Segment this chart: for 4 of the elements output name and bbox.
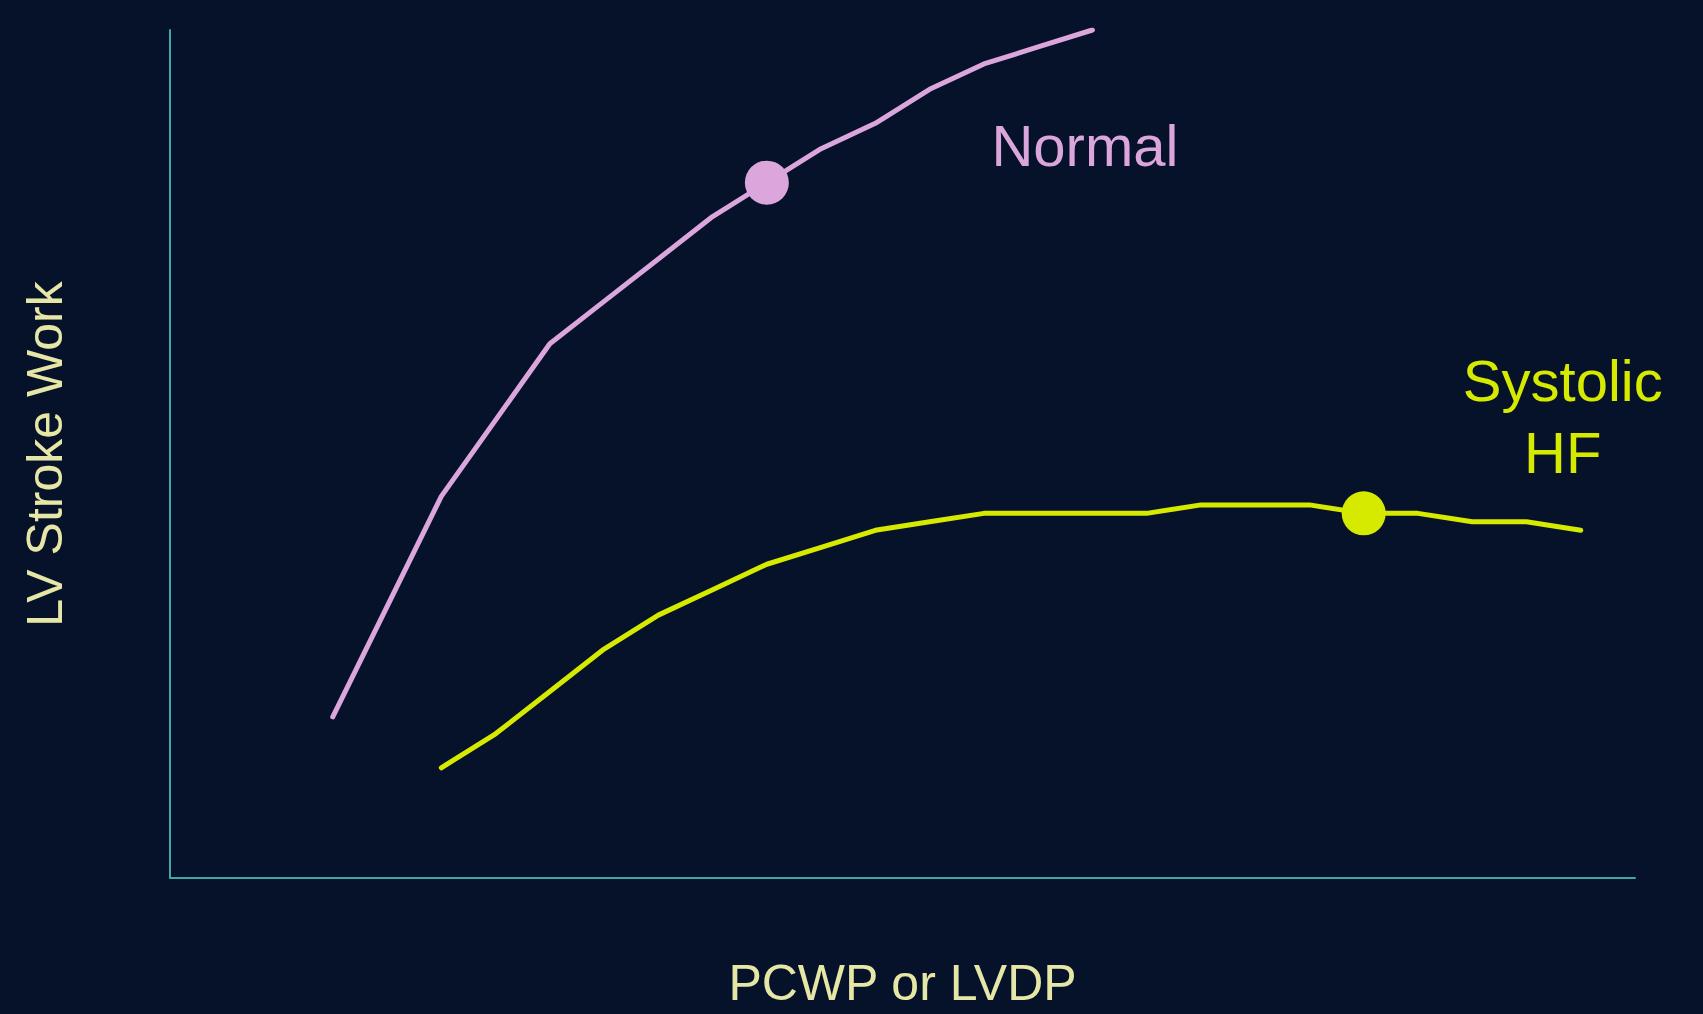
series-label: Normal xyxy=(991,113,1179,179)
x-axis-title: PCWP or LVDP xyxy=(728,955,1077,1011)
y-axis-title: LV Stroke Work xyxy=(17,280,73,627)
series-label: Systolic HF xyxy=(1462,347,1663,485)
